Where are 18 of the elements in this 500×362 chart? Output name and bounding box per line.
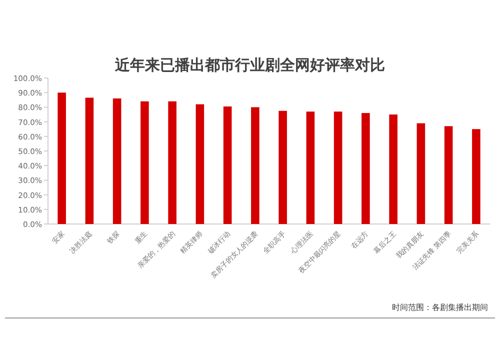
bar [306,112,315,224]
chart-title: 近年来已播出都市行业剧全网好评率对比 [114,56,385,74]
bar [251,107,260,224]
bar [223,106,232,224]
bar [112,98,122,224]
bar [472,129,480,224]
bar [168,101,176,224]
bar [416,123,426,224]
bar [334,112,342,224]
bar [58,92,66,224]
bar [278,110,287,224]
text: 时间范围：各剧集播出期间 [392,303,488,312]
bar [389,114,398,224]
bar [362,113,370,224]
bar [140,101,149,224]
bar [196,104,204,224]
bar [85,98,94,224]
bar [444,126,453,224]
